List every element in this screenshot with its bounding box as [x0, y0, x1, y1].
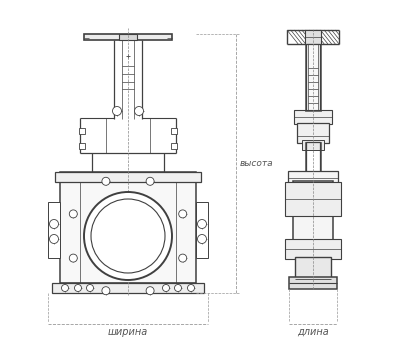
Bar [295, 257, 331, 279]
Circle shape [146, 287, 154, 295]
Circle shape [69, 254, 77, 262]
Circle shape [69, 210, 77, 218]
Bar [48, 202, 60, 258]
Circle shape [179, 254, 187, 262]
Text: высота: высота [240, 159, 274, 168]
Circle shape [198, 219, 206, 228]
Bar [297, 123, 329, 143]
Bar [308, 44, 318, 111]
Bar [79, 128, 85, 134]
Bar [60, 172, 196, 283]
Circle shape [84, 192, 172, 280]
Bar [302, 140, 324, 150]
Bar [289, 277, 337, 289]
Circle shape [50, 235, 58, 244]
Circle shape [86, 284, 94, 291]
Bar [285, 239, 341, 259]
Circle shape [162, 284, 170, 291]
Circle shape [188, 284, 194, 291]
Circle shape [174, 284, 182, 291]
Bar [288, 171, 338, 183]
Bar [306, 142, 320, 172]
Bar [84, 34, 172, 40]
Circle shape [179, 210, 187, 218]
Bar [79, 143, 85, 149]
Bar [305, 44, 321, 111]
Bar [171, 128, 177, 134]
Circle shape [146, 177, 154, 185]
Circle shape [112, 107, 122, 116]
Bar [305, 142, 321, 172]
Circle shape [62, 284, 68, 291]
Circle shape [74, 284, 82, 291]
Bar [294, 110, 332, 124]
Bar [119, 34, 137, 40]
Circle shape [50, 219, 58, 228]
Circle shape [102, 177, 110, 185]
Bar [285, 182, 341, 216]
Bar [171, 143, 177, 149]
Text: длина: длина [297, 327, 329, 337]
Text: ширина: ширина [108, 327, 148, 337]
Bar [52, 283, 204, 293]
Bar [305, 30, 321, 44]
Bar [55, 172, 201, 182]
Bar [306, 44, 320, 111]
Circle shape [102, 287, 110, 295]
Circle shape [198, 235, 206, 244]
Bar [196, 202, 208, 258]
Bar [293, 181, 333, 259]
Circle shape [134, 107, 144, 116]
